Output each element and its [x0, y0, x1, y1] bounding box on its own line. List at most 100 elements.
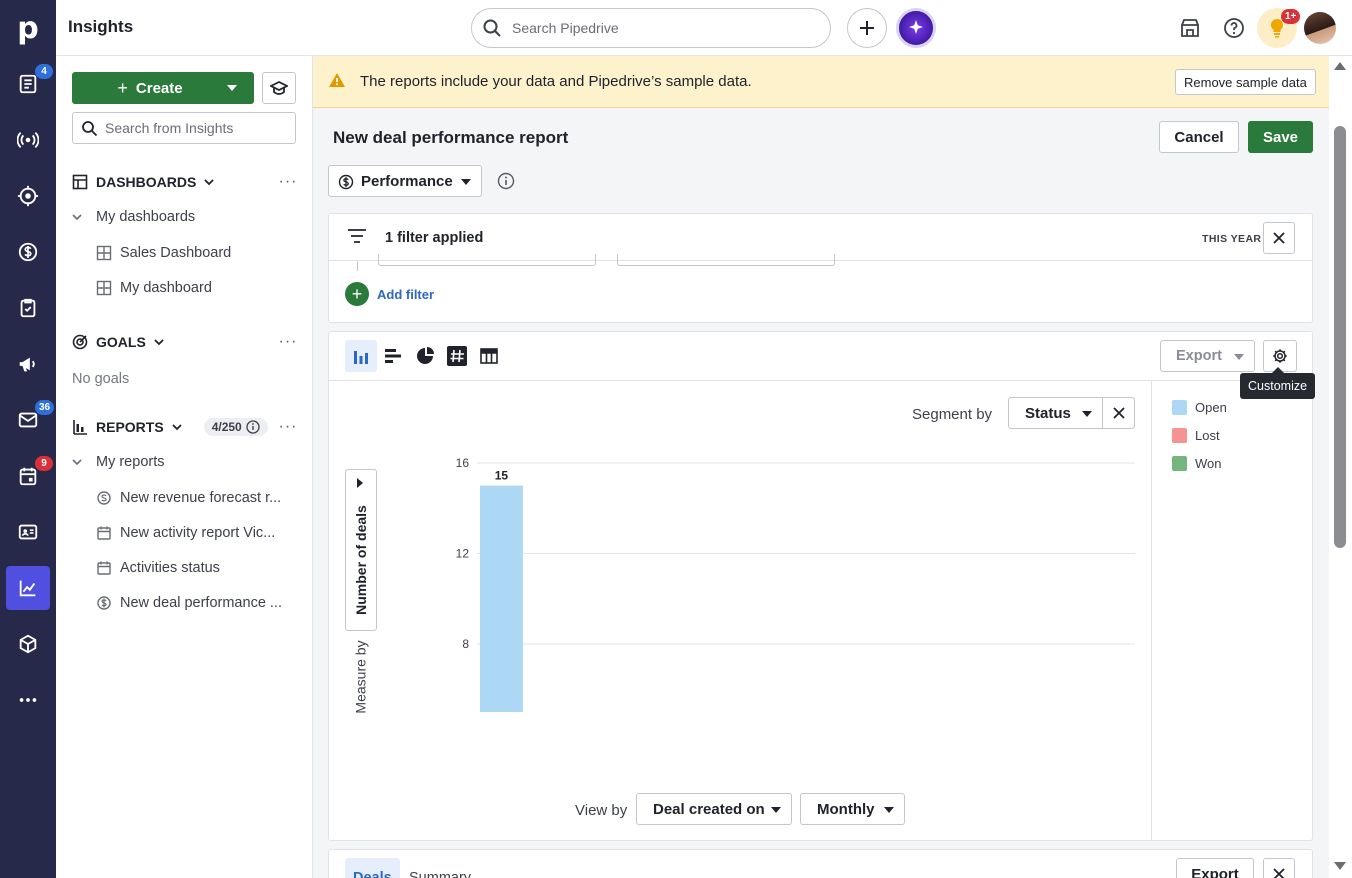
rail-insights[interactable]	[0, 564, 56, 612]
info-icon[interactable]	[246, 420, 260, 434]
add-filter-button[interactable]: + Add filter	[345, 282, 434, 306]
filter-field-stub[interactable]	[378, 254, 596, 266]
rail-leads[interactable]: 4	[0, 60, 56, 108]
remove-segment-button[interactable]	[1102, 397, 1135, 429]
ai-assistant-button[interactable]	[896, 8, 936, 48]
help-button[interactable]	[1220, 14, 1248, 42]
pie-chart-button[interactable]	[409, 340, 441, 372]
leads-badge: 4	[35, 64, 53, 79]
goals-section-header[interactable]: GOALS	[72, 331, 164, 353]
goals-more-button[interactable]: ···	[278, 333, 298, 350]
table-view-button[interactable]	[473, 340, 505, 372]
main-scrollbar[interactable]	[1329, 56, 1352, 878]
info-icon[interactable]	[497, 172, 515, 190]
pipedrive-logo[interactable]: p	[17, 10, 39, 46]
caret-down-icon	[461, 179, 471, 185]
academy-button[interactable]	[262, 72, 296, 104]
rail-activities[interactable]: 9	[0, 452, 56, 500]
y-tick-label: 16	[456, 456, 470, 470]
tips-badge: 1+	[1281, 9, 1301, 24]
report-item[interactable]: New deal performance ...	[96, 592, 296, 614]
contact-card-icon	[18, 524, 38, 540]
create-dropdown-caret[interactable]	[210, 72, 254, 104]
report-item[interactable]: New revenue forecast r...	[96, 487, 296, 509]
filter-value-stub[interactable]	[617, 254, 835, 266]
clipboard-check-icon	[20, 298, 36, 318]
legend-label: Open	[1195, 400, 1227, 415]
create-button[interactable]: + Create	[72, 72, 254, 104]
my-reports-group[interactable]: My reports	[72, 451, 165, 473]
warning-icon	[329, 73, 345, 87]
rail-deals[interactable]	[0, 228, 56, 276]
save-button[interactable]: Save	[1248, 121, 1313, 153]
chart-export-dropdown[interactable]: Export	[1160, 340, 1255, 372]
column-chart-icon	[354, 351, 368, 364]
goal-target-icon	[72, 334, 88, 350]
collapse-table-button[interactable]	[1263, 858, 1295, 878]
reports-title: REPORTS	[96, 419, 164, 435]
dashboard-item[interactable]: My dashboard	[96, 277, 296, 299]
my-dashboards-label: My dashboards	[96, 209, 196, 225]
filter-tree-line	[357, 261, 358, 271]
my-reports-label: My reports	[96, 454, 165, 470]
revenue-forecast-icon	[97, 491, 111, 505]
dashboard-item[interactable]: Sales Dashboard	[96, 242, 296, 264]
scorecard-button[interactable]	[441, 340, 473, 372]
report-type-select[interactable]: Performance	[328, 165, 482, 197]
view-by-field-select[interactable]: Deal created on	[636, 793, 792, 825]
rail-contacts[interactable]	[0, 508, 56, 556]
legend-label: Won	[1195, 456, 1222, 471]
table-icon	[480, 348, 498, 364]
report-item[interactable]: New activity report Vic...	[96, 522, 296, 544]
rail-mail[interactable]: 36	[0, 396, 56, 444]
cancel-button[interactable]: Cancel	[1159, 121, 1239, 153]
chart-export-label: Export	[1176, 348, 1222, 364]
rail-campaigns-mega[interactable]	[0, 340, 56, 388]
global-search-placeholder: Search Pipedrive	[512, 20, 619, 36]
dashboards-more-button[interactable]: ···	[278, 173, 298, 190]
tab-deals[interactable]: Deals	[345, 858, 400, 878]
scroll-down-arrow-icon[interactable]	[1334, 862, 1346, 870]
dashboards-section-header[interactable]: DASHBOARDS	[72, 171, 214, 193]
customize-button[interactable]	[1263, 340, 1297, 372]
global-search-input[interactable]: Search Pipedrive	[471, 8, 831, 48]
caret-down-icon	[1234, 354, 1244, 360]
my-dashboards-group[interactable]: My dashboards	[72, 206, 195, 228]
goals-title: GOALS	[96, 334, 146, 350]
chevron-down-icon	[204, 179, 214, 186]
tab-summary[interactable]: Summary	[409, 870, 472, 878]
segment-by-select[interactable]: Status	[1008, 397, 1103, 429]
column-chart-button[interactable]	[345, 340, 377, 372]
table-export-button[interactable]: Export	[1176, 858, 1254, 878]
quick-add-button[interactable]	[847, 8, 887, 48]
filter-header[interactable]: 1 filter applied THIS YEAR	[329, 214, 1312, 261]
rail-more[interactable]	[0, 676, 56, 724]
bar-chart-button[interactable]	[377, 340, 409, 372]
rail-campaigns[interactable]	[0, 116, 56, 164]
marketplace-button[interactable]	[1176, 14, 1204, 42]
view-by-interval-select[interactable]: Monthly	[800, 793, 905, 825]
rail-products[interactable]	[0, 620, 56, 668]
more-dots-icon	[19, 698, 37, 702]
remove-sample-data-button[interactable]: Remove sample data	[1175, 69, 1316, 95]
legend-item[interactable]: Open	[1172, 400, 1227, 415]
collapse-filters-button[interactable]	[1263, 222, 1295, 254]
scroll-up-arrow-icon[interactable]	[1334, 62, 1346, 70]
caret-right-icon	[357, 478, 363, 488]
reports-more-button[interactable]: ···	[278, 418, 298, 435]
scroll-thumb[interactable]	[1334, 126, 1346, 548]
measure-by-select[interactable]: Number of deals	[345, 469, 377, 631]
report-type-label: Performance	[361, 172, 453, 190]
calendar-icon	[97, 526, 111, 540]
insights-search-input[interactable]: Search from Insights	[72, 112, 296, 144]
legend-item[interactable]: Lost	[1172, 428, 1220, 443]
rail-focus[interactable]	[0, 172, 56, 220]
dollar-icon	[338, 174, 354, 190]
report-item[interactable]: Activities status	[96, 557, 296, 579]
rail-projects[interactable]	[0, 284, 56, 332]
avatar[interactable]	[1304, 12, 1336, 44]
reports-section-header[interactable]: REPORTS 4/250	[72, 416, 268, 438]
deals-table-panel: Deals Summary Export	[328, 849, 1313, 878]
report-title[interactable]: New deal performance report	[333, 128, 569, 147]
legend-item[interactable]: Won	[1172, 456, 1222, 471]
